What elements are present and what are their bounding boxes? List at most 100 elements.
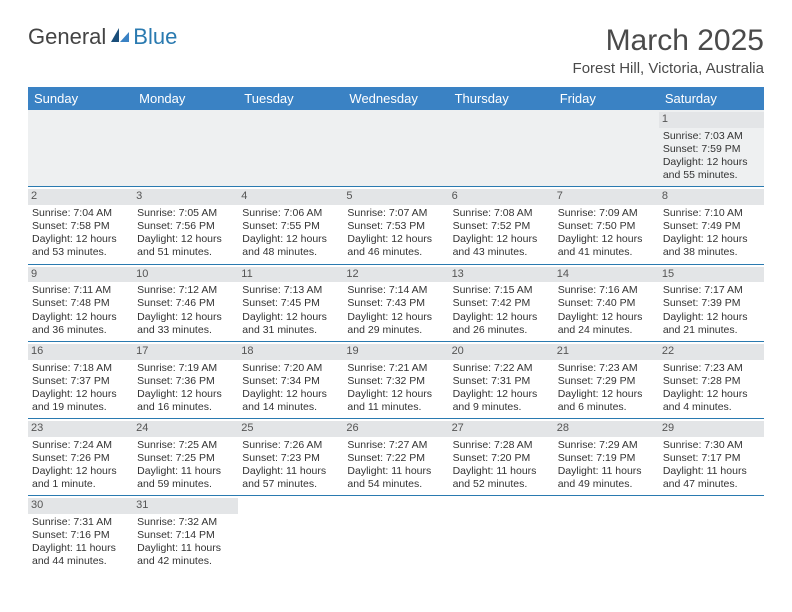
sunrise-text: Sunrise: 7:15 AM (453, 284, 550, 297)
day-number: 12 (343, 267, 448, 283)
sunset-text: Sunset: 7:40 PM (558, 297, 655, 310)
daylight-text: Daylight: 11 hours and 42 minutes. (137, 542, 234, 568)
calendar-cell (343, 110, 448, 187)
calendar-cell: 20Sunrise: 7:22 AMSunset: 7:31 PMDayligh… (449, 341, 554, 418)
calendar-cell: 19Sunrise: 7:21 AMSunset: 7:32 PMDayligh… (343, 341, 448, 418)
sunrise-text: Sunrise: 7:16 AM (558, 284, 655, 297)
sunset-text: Sunset: 7:19 PM (558, 452, 655, 465)
calendar-row: 23Sunrise: 7:24 AMSunset: 7:26 PMDayligh… (28, 419, 764, 496)
sunset-text: Sunset: 7:23 PM (242, 452, 339, 465)
day-number: 2 (28, 189, 133, 205)
calendar-cell (659, 496, 764, 573)
day-number: 6 (449, 189, 554, 205)
day-number: 9 (28, 267, 133, 283)
sunset-text: Sunset: 7:39 PM (663, 297, 760, 310)
day-number: 4 (238, 189, 343, 205)
calendar-cell: 27Sunrise: 7:28 AMSunset: 7:20 PMDayligh… (449, 419, 554, 496)
day-number: 25 (238, 421, 343, 437)
sunset-text: Sunset: 7:45 PM (242, 297, 339, 310)
daylight-text: Daylight: 12 hours and 9 minutes. (453, 388, 550, 414)
sunset-text: Sunset: 7:28 PM (663, 375, 760, 388)
day-number: 31 (133, 498, 238, 514)
day-number: 5 (343, 189, 448, 205)
calendar-cell: 18Sunrise: 7:20 AMSunset: 7:34 PMDayligh… (238, 341, 343, 418)
day-number: 7 (554, 189, 659, 205)
logo: General Blue (28, 24, 177, 50)
daylight-text: Daylight: 11 hours and 54 minutes. (347, 465, 444, 491)
sunset-text: Sunset: 7:53 PM (347, 220, 444, 233)
daylight-text: Daylight: 11 hours and 47 minutes. (663, 465, 760, 491)
location: Forest Hill, Victoria, Australia (573, 60, 764, 77)
calendar-cell: 9Sunrise: 7:11 AMSunset: 7:48 PMDaylight… (28, 264, 133, 341)
daylight-text: Daylight: 12 hours and 31 minutes. (242, 311, 339, 337)
sunrise-text: Sunrise: 7:31 AM (32, 516, 129, 529)
logo-text-blue: Blue (133, 24, 177, 50)
weekday-header: Friday (554, 87, 659, 110)
daylight-text: Daylight: 12 hours and 19 minutes. (32, 388, 129, 414)
sunrise-text: Sunrise: 7:32 AM (137, 516, 234, 529)
day-number: 20 (449, 344, 554, 360)
sunset-text: Sunset: 7:26 PM (32, 452, 129, 465)
daylight-text: Daylight: 12 hours and 51 minutes. (137, 233, 234, 259)
sunset-text: Sunset: 7:42 PM (453, 297, 550, 310)
sunrise-text: Sunrise: 7:06 AM (242, 207, 339, 220)
logo-sail-icon (109, 24, 131, 50)
daylight-text: Daylight: 12 hours and 24 minutes. (558, 311, 655, 337)
page-title: March 2025 (573, 24, 764, 58)
day-number: 1 (659, 112, 764, 128)
sunset-text: Sunset: 7:49 PM (663, 220, 760, 233)
daylight-text: Daylight: 12 hours and 4 minutes. (663, 388, 760, 414)
daylight-text: Daylight: 11 hours and 52 minutes. (453, 465, 550, 491)
calendar-cell: 7Sunrise: 7:09 AMSunset: 7:50 PMDaylight… (554, 187, 659, 264)
daylight-text: Daylight: 12 hours and 53 minutes. (32, 233, 129, 259)
daylight-text: Daylight: 12 hours and 43 minutes. (453, 233, 550, 259)
day-number: 16 (28, 344, 133, 360)
calendar-cell: 5Sunrise: 7:07 AMSunset: 7:53 PMDaylight… (343, 187, 448, 264)
weekday-header: Wednesday (343, 87, 448, 110)
sunrise-text: Sunrise: 7:21 AM (347, 362, 444, 375)
sunrise-text: Sunrise: 7:13 AM (242, 284, 339, 297)
sunset-text: Sunset: 7:29 PM (558, 375, 655, 388)
calendar-cell: 6Sunrise: 7:08 AMSunset: 7:52 PMDaylight… (449, 187, 554, 264)
calendar-cell: 2Sunrise: 7:04 AMSunset: 7:58 PMDaylight… (28, 187, 133, 264)
calendar-cell: 23Sunrise: 7:24 AMSunset: 7:26 PMDayligh… (28, 419, 133, 496)
sunset-text: Sunset: 7:20 PM (453, 452, 550, 465)
sunset-text: Sunset: 7:22 PM (347, 452, 444, 465)
calendar-cell: 29Sunrise: 7:30 AMSunset: 7:17 PMDayligh… (659, 419, 764, 496)
sunset-text: Sunset: 7:46 PM (137, 297, 234, 310)
sunset-text: Sunset: 7:56 PM (137, 220, 234, 233)
sunrise-text: Sunrise: 7:23 AM (558, 362, 655, 375)
day-number: 24 (133, 421, 238, 437)
day-number: 8 (659, 189, 764, 205)
day-number: 30 (28, 498, 133, 514)
calendar-cell: 12Sunrise: 7:14 AMSunset: 7:43 PMDayligh… (343, 264, 448, 341)
calendar-row: 2Sunrise: 7:04 AMSunset: 7:58 PMDaylight… (28, 187, 764, 264)
calendar-row: 9Sunrise: 7:11 AMSunset: 7:48 PMDaylight… (28, 264, 764, 341)
day-number: 22 (659, 344, 764, 360)
daylight-text: Daylight: 12 hours and 14 minutes. (242, 388, 339, 414)
sunset-text: Sunset: 7:59 PM (663, 143, 760, 156)
calendar-row: 1Sunrise: 7:03 AMSunset: 7:59 PMDaylight… (28, 110, 764, 187)
day-number: 17 (133, 344, 238, 360)
calendar-cell: 22Sunrise: 7:23 AMSunset: 7:28 PMDayligh… (659, 341, 764, 418)
calendar-cell: 17Sunrise: 7:19 AMSunset: 7:36 PMDayligh… (133, 341, 238, 418)
sunrise-text: Sunrise: 7:29 AM (558, 439, 655, 452)
day-number: 18 (238, 344, 343, 360)
weekday-header: Tuesday (238, 87, 343, 110)
day-number: 15 (659, 267, 764, 283)
day-number: 19 (343, 344, 448, 360)
header: General Blue March 2025 Forest Hill, Vict… (28, 24, 764, 77)
calendar-cell: 16Sunrise: 7:18 AMSunset: 7:37 PMDayligh… (28, 341, 133, 418)
daylight-text: Daylight: 11 hours and 59 minutes. (137, 465, 234, 491)
daylight-text: Daylight: 11 hours and 57 minutes. (242, 465, 339, 491)
sunset-text: Sunset: 7:52 PM (453, 220, 550, 233)
daylight-text: Daylight: 12 hours and 41 minutes. (558, 233, 655, 259)
sunrise-text: Sunrise: 7:27 AM (347, 439, 444, 452)
sunrise-text: Sunrise: 7:03 AM (663, 130, 760, 143)
weekday-header: Thursday (449, 87, 554, 110)
logo-text-dark: General (28, 24, 106, 50)
daylight-text: Daylight: 12 hours and 11 minutes. (347, 388, 444, 414)
calendar-cell (343, 496, 448, 573)
calendar-row: 30Sunrise: 7:31 AMSunset: 7:16 PMDayligh… (28, 496, 764, 573)
daylight-text: Daylight: 11 hours and 49 minutes. (558, 465, 655, 491)
